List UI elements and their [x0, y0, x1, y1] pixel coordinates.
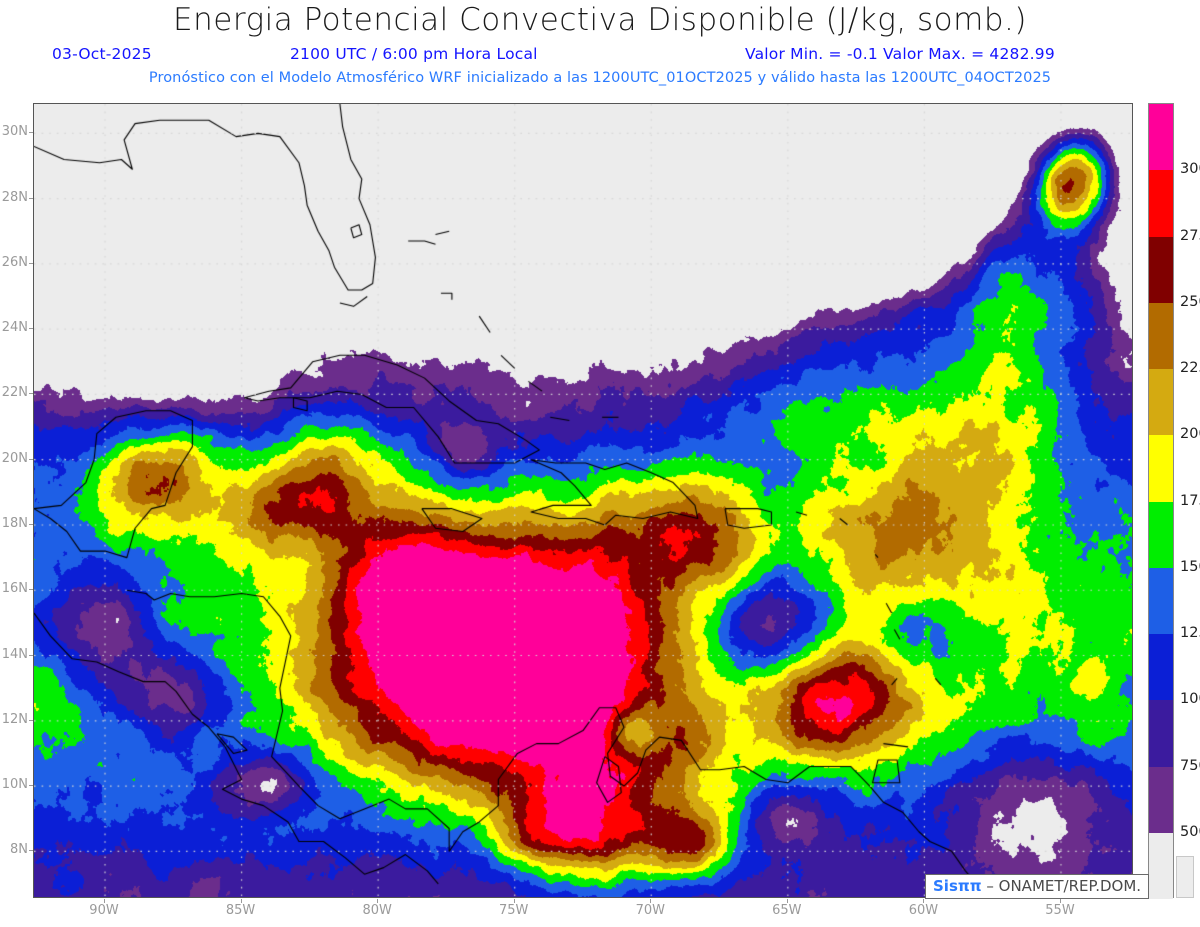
colorbar-tick-label: 2000 — [1180, 426, 1200, 443]
colorbar-band — [1149, 700, 1173, 767]
lat-tick — [29, 458, 33, 460]
lon-tick — [104, 899, 105, 903]
colorbar-tick-label: 1250 — [1180, 625, 1200, 641]
onamet-logo: Sisππ – ONAMET/REP.DOM. — [925, 874, 1150, 899]
colorbar-band — [1149, 302, 1173, 369]
lat-tick — [29, 262, 33, 264]
cape-field-canvas — [34, 104, 1132, 897]
colorbar-tick-label: 750 — [1180, 757, 1200, 774]
colorbar-band — [1149, 104, 1173, 171]
cape-map[interactable] — [33, 103, 1133, 898]
colorbar-band — [1149, 236, 1173, 303]
lat-tick-label: 14N — [1, 646, 28, 662]
colorbar-tick-label: 3000 — [1180, 161, 1200, 178]
colorbar — [1148, 103, 1174, 899]
lat-tick — [29, 197, 33, 199]
lat-tick — [29, 850, 33, 852]
lat-tick-label: 16N — [1, 581, 28, 597]
colorbar-tick-label: 1000 — [1180, 691, 1200, 708]
lat-tick-label: 30N — [1, 124, 28, 140]
lat-tick — [29, 654, 33, 656]
forecast-time: 2100 UTC / 6:00 pm Hora Local — [290, 45, 538, 63]
lat-tick-label: 8N — [10, 842, 28, 858]
colorbar-band — [1149, 766, 1173, 833]
colorbar-band — [1149, 634, 1173, 701]
chart-header: Energia Potencial Convectiva Disponible … — [0, 0, 1200, 100]
colorbar-tick-label: 500 — [1180, 823, 1200, 840]
lon-tick — [650, 899, 652, 903]
colorbar-tick-label: 2750 — [1180, 227, 1200, 244]
lon-tick-label: 65W — [772, 903, 802, 918]
lat-tick — [29, 328, 33, 330]
lon-tick-label: 55W — [1045, 903, 1075, 918]
lat-tick-label: 12N — [1, 711, 28, 727]
colorbar-tick-label: 2500 — [1180, 293, 1200, 310]
colorbar-tick-label: 1500 — [1180, 558, 1200, 575]
logo-brand: Sis — [933, 877, 958, 895]
lat-tick — [29, 589, 33, 591]
colorbar-band — [1149, 369, 1173, 436]
lon-tick — [377, 899, 379, 903]
colorbar-band — [1149, 170, 1173, 237]
lon-tick-label: 80W — [362, 903, 392, 918]
lat-tick-label: 10N — [1, 777, 28, 793]
colorbar-band — [1149, 832, 1173, 899]
lon-tick — [923, 899, 925, 903]
logo-pi-icon: ππ — [957, 877, 982, 895]
model-run-info: Pronóstico con el Modelo Atmosférico WRF… — [148, 70, 1052, 86]
lon-tick — [240, 899, 242, 903]
lat-tick — [29, 785, 33, 787]
lat-tick-label: 22N — [1, 385, 28, 401]
value-min-max: Valor Min. = -0.1 Valor Max. = 4282.99 — [745, 45, 1055, 63]
forecast-date: 03-Oct-2025 — [52, 45, 152, 63]
lon-tick-label: 85W — [225, 903, 256, 918]
lon-tick-label: 70W — [635, 903, 665, 918]
logo-org: – ONAMET/REP.DOM. — [986, 877, 1142, 895]
lat-tick-label: 28N — [1, 189, 28, 205]
lat-tick — [29, 132, 33, 134]
colorbar-tick-label: 2250 — [1180, 360, 1200, 376]
page-title: Energia Potencial Convectiva Disponible … — [173, 2, 1027, 38]
lat-tick — [29, 719, 33, 721]
colorbar-band — [1149, 501, 1173, 568]
lat-tick — [29, 523, 33, 525]
scrollbar-thumb[interactable] — [1176, 856, 1194, 898]
lon-tick — [1059, 899, 1061, 903]
lat-tick-label: 18N — [1, 515, 28, 531]
lat-tick-label: 24N — [1, 320, 28, 336]
lon-tick-label: 60W — [908, 903, 939, 918]
lat-tick-label: 20N — [1, 450, 28, 466]
colorbar-band — [1149, 435, 1173, 502]
colorbar-tick-label: 1750 — [1180, 492, 1200, 509]
lon-tick-label: 90W — [89, 903, 119, 918]
lat-tick-label: 26N — [1, 254, 28, 270]
lat-tick — [29, 393, 33, 395]
lon-tick-label: 75W — [499, 903, 529, 918]
colorbar-band — [1149, 567, 1173, 634]
lon-tick — [513, 899, 515, 903]
lon-tick — [786, 899, 788, 903]
